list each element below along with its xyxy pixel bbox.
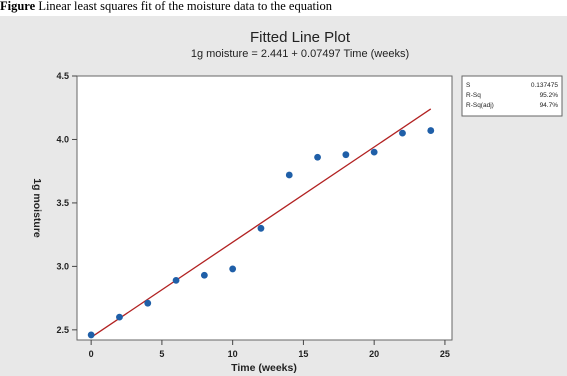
- stats-value: 0.137475: [531, 82, 558, 89]
- figure-label: Figure: [0, 0, 36, 13]
- stats-label: R-Sq: [466, 92, 481, 99]
- y-tick-label: 4.0: [56, 134, 69, 144]
- figure-caption: Figure Linear least squares fit of the m…: [0, 0, 567, 16]
- data-point: [200, 271, 208, 279]
- y-tick-label: 4.5: [56, 71, 69, 81]
- data-point: [427, 127, 435, 134]
- x-tick-label: 25: [440, 349, 450, 359]
- y-tick-label: 3.0: [56, 261, 69, 271]
- y-tick-label: 2.5: [56, 325, 69, 335]
- caption-text: Linear least squares fit of the moisture…: [38, 0, 332, 13]
- fit-layer: [90, 108, 432, 338]
- stats-value: 95.2%: [540, 92, 559, 99]
- x-tick-label: 15: [298, 349, 308, 359]
- points-layer: [87, 127, 435, 339]
- chart-subtitle: 1g moisture = 2.441 + 0.07497 Time (week…: [191, 48, 409, 60]
- data-point: [314, 153, 321, 161]
- data-point: [285, 171, 293, 179]
- stats-label: S: [466, 82, 471, 89]
- data-point: [370, 148, 378, 156]
- data-point: [229, 265, 237, 273]
- data-point: [399, 129, 406, 137]
- plot-area: [76, 75, 453, 341]
- stats-box-border: [461, 75, 563, 117]
- chart-title: Fitted Line Plot: [250, 29, 351, 46]
- x-axis: 0 5 10 15 20 25: [89, 340, 450, 359]
- data-point: [257, 224, 265, 232]
- x-tick-label: 20: [369, 349, 379, 359]
- data-point: [172, 276, 180, 284]
- x-axis-label: Time (weeks): [231, 362, 297, 374]
- data-point: [87, 331, 95, 339]
- y-axis-label: 1g moisture: [31, 178, 43, 238]
- x-tick-label: 0: [89, 349, 94, 359]
- fitted-line-plot: Fitted Line Plot 1g moisture = 2.441 + 0…: [31, 29, 563, 374]
- fitted-line: [90, 108, 432, 338]
- stats-label: R-Sq(adj): [466, 102, 494, 109]
- x-tick-label: 10: [228, 349, 238, 359]
- y-tick-label: 3.5: [56, 198, 69, 208]
- y-axis: 2.5 3.0 3.5 4.0 4.5: [56, 71, 77, 335]
- data-point: [116, 313, 123, 321]
- chart-window: Fitted Line Plot 1g moisture = 2.441 + 0…: [0, 16, 567, 376]
- data-point: [342, 151, 350, 159]
- data-point: [144, 299, 152, 307]
- stats-box: S 0.137475 R-Sq 95.2% R-Sq(adj) 94.7%: [461, 75, 563, 117]
- x-tick-label: 5: [159, 349, 164, 359]
- stats-value: 94.7%: [540, 102, 559, 109]
